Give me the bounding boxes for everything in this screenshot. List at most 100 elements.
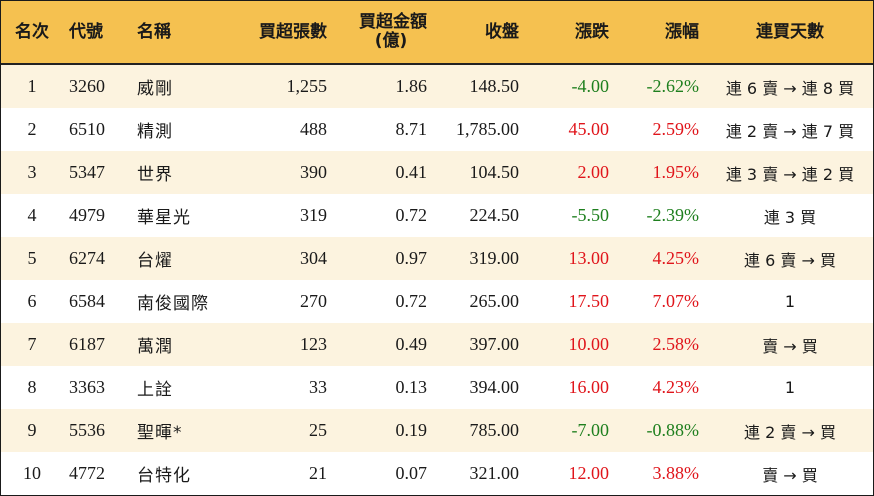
- header-buy-amount-line1: 買超金額: [359, 12, 427, 33]
- buy-amount-cell: 0.41: [335, 151, 435, 194]
- buy-amount-cell: 1.86: [335, 64, 435, 108]
- buy-amount-cell: 0.07: [335, 452, 435, 495]
- change-cell: 17.50: [527, 280, 617, 323]
- streak-cell: 連 6 賣 → 連 8 買: [707, 64, 873, 108]
- code-cell: 6510: [63, 108, 131, 151]
- table-row: 6 6584 南俊國際 270 0.72 265.00 17.50 7.07% 1: [1, 280, 873, 323]
- name-cell: 聖暉*: [131, 409, 241, 452]
- table-row: 7 6187 萬潤 123 0.49 397.00 10.00 2.58% 賣 → 買: [1, 323, 873, 366]
- name-cell: 威剛: [131, 64, 241, 108]
- change-pct-cell: -0.88%: [617, 409, 707, 452]
- header-rank: 名次: [1, 1, 63, 65]
- header-close: 收盤: [435, 1, 527, 65]
- header-name: 名稱: [131, 1, 241, 65]
- buy-amount-cell: 0.19: [335, 409, 435, 452]
- buy-amount-cell: 0.49: [335, 323, 435, 366]
- change-pct-cell: 4.23%: [617, 366, 707, 409]
- streak-cell: 1: [707, 280, 873, 323]
- table-row: 5 6274 台燿 304 0.97 319.00 13.00 4.25% 連 6 賣 → 買: [1, 237, 873, 280]
- table-row: 1 3260 威剛 1,255 1.86 148.50 -4.00 -2.62% 連 6 賣 →…: [1, 64, 873, 108]
- change-cell: 45.00: [527, 108, 617, 151]
- change-cell: -4.00: [527, 64, 617, 108]
- close-cell: 785.00: [435, 409, 527, 452]
- header-change-pct: 漲幅: [617, 1, 707, 65]
- header-buy-amount-unit: (億): [374, 31, 408, 51]
- close-cell: 319.00: [435, 237, 527, 280]
- change-cell: 10.00: [527, 323, 617, 366]
- change-pct-cell: 1.95%: [617, 151, 707, 194]
- code-cell: 3363: [63, 366, 131, 409]
- buy-lots-cell: 270: [241, 280, 335, 323]
- close-cell: 394.00: [435, 366, 527, 409]
- code-cell: 6584: [63, 280, 131, 323]
- name-cell: 台燿: [131, 237, 241, 280]
- header-row: 名次 代號 名稱 買超張數 買超金額 (億) 收盤 漲跌 漲幅 連買天數: [1, 1, 873, 65]
- buy-amount-cell: 8.71: [335, 108, 435, 151]
- name-cell: 上詮: [131, 366, 241, 409]
- rank-cell: 3: [1, 151, 63, 194]
- change-cell: 12.00: [527, 452, 617, 495]
- buy-lots-cell: 319: [241, 194, 335, 237]
- code-cell: 6274: [63, 237, 131, 280]
- streak-cell: 連 3 買: [707, 194, 873, 237]
- buy-amount-cell: 0.97: [335, 237, 435, 280]
- streak-cell: 連 2 賣 → 連 7 買: [707, 108, 873, 151]
- change-cell: 16.00: [527, 366, 617, 409]
- change-cell: -7.00: [527, 409, 617, 452]
- change-pct-cell: 7.07%: [617, 280, 707, 323]
- table-row: 9 5536 聖暉* 25 0.19 785.00 -7.00 -0.88% 連 2 賣 → 買: [1, 409, 873, 452]
- buy-lots-cell: 390: [241, 151, 335, 194]
- table-row: 4 4979 華星光 319 0.72 224.50 -5.50 -2.39% 連 3 買: [1, 194, 873, 237]
- change-pct-cell: -2.39%: [617, 194, 707, 237]
- change-cell: 13.00: [527, 237, 617, 280]
- streak-cell: 連 2 賣 → 買: [707, 409, 873, 452]
- code-cell: 4772: [63, 452, 131, 495]
- buy-amount-cell: 0.72: [335, 280, 435, 323]
- code-cell: 3260: [63, 64, 131, 108]
- name-cell: 華星光: [131, 194, 241, 237]
- change-pct-cell: 4.25%: [617, 237, 707, 280]
- rank-cell: 6: [1, 280, 63, 323]
- name-cell: 精測: [131, 108, 241, 151]
- rank-cell: 9: [1, 409, 63, 452]
- code-cell: 4979: [63, 194, 131, 237]
- rank-cell: 2: [1, 108, 63, 151]
- streak-cell: 1: [707, 366, 873, 409]
- rank-cell: 7: [1, 323, 63, 366]
- rank-cell: 8: [1, 366, 63, 409]
- change-pct-cell: 2.58%: [617, 323, 707, 366]
- rank-cell: 4: [1, 194, 63, 237]
- streak-cell: 連 6 賣 → 買: [707, 237, 873, 280]
- rank-cell: 10: [1, 452, 63, 495]
- buy-lots-cell: 123: [241, 323, 335, 366]
- table-row: 10 4772 台特化 21 0.07 321.00 12.00 3.88% 賣 → 買: [1, 452, 873, 495]
- buy-lots-cell: 488: [241, 108, 335, 151]
- buy-lots-cell: 1,255: [241, 64, 335, 108]
- buy-lots-cell: 21: [241, 452, 335, 495]
- close-cell: 224.50: [435, 194, 527, 237]
- name-cell: 世界: [131, 151, 241, 194]
- rank-cell: 1: [1, 64, 63, 108]
- table-row: 8 3363 上詮 33 0.13 394.00 16.00 4.23% 1: [1, 366, 873, 409]
- change-pct-cell: 2.59%: [617, 108, 707, 151]
- code-cell: 5536: [63, 409, 131, 452]
- buy-lots-cell: 25: [241, 409, 335, 452]
- change-cell: 2.00: [527, 151, 617, 194]
- change-pct-cell: 3.88%: [617, 452, 707, 495]
- name-cell: 南俊國際: [131, 280, 241, 323]
- change-pct-cell: -2.62%: [617, 64, 707, 108]
- streak-cell: 連 3 賣 → 連 2 買: [707, 151, 873, 194]
- table-body: 1 3260 威剛 1,255 1.86 148.50 -4.00 -2.62% 連 6 賣 →…: [1, 64, 873, 495]
- close-cell: 397.00: [435, 323, 527, 366]
- buy-lots-cell: 304: [241, 237, 335, 280]
- change-cell: -5.50: [527, 194, 617, 237]
- table-row: 3 5347 世界 390 0.41 104.50 2.00 1.95% 連 3 賣 → 連 2…: [1, 151, 873, 194]
- close-cell: 265.00: [435, 280, 527, 323]
- close-cell: 104.50: [435, 151, 527, 194]
- code-cell: 5347: [63, 151, 131, 194]
- rank-cell: 5: [1, 237, 63, 280]
- header-buy-lots: 買超張數: [241, 1, 335, 65]
- table-row: 2 6510 精測 488 8.71 1,785.00 45.00 2.59% 連 2 賣 → …: [1, 108, 873, 151]
